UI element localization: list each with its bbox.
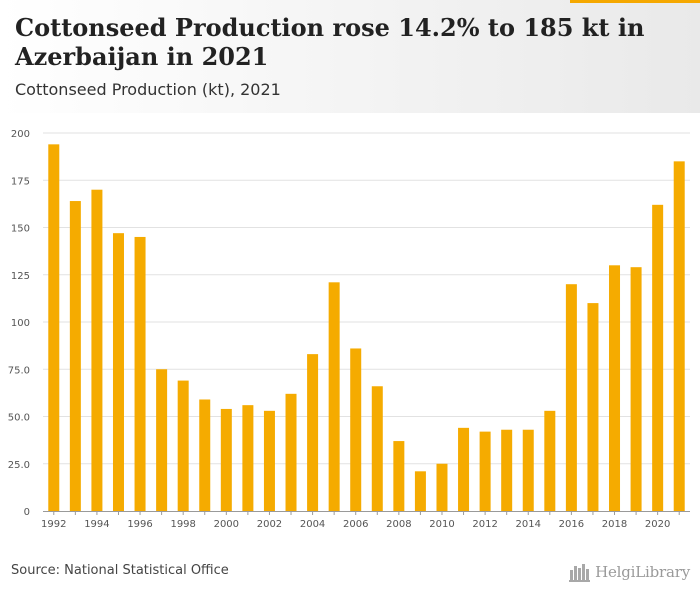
bar-2007 (371, 386, 383, 511)
bar-2004 (307, 354, 319, 511)
x-tick-label: 2020 (645, 519, 670, 530)
bar-2019 (630, 267, 642, 511)
y-tick-label: 100 (11, 318, 30, 329)
bar-2010 (436, 463, 448, 511)
y-tick-label: 75.0 (8, 365, 30, 376)
chart-header: Cottonseed Production rose 14.2% to 185 … (0, 0, 700, 113)
bar-2008 (393, 441, 405, 511)
bar-2005 (328, 282, 340, 511)
x-tick-label: 2000 (214, 519, 239, 530)
bar-2018 (609, 265, 621, 511)
y-tick-label: 175 (11, 176, 30, 187)
source-note: Source: National Statistical Office (11, 563, 229, 578)
bar-2001 (242, 405, 254, 511)
x-tick-label: 2004 (300, 519, 325, 530)
header-accent-bar (570, 0, 700, 3)
x-tick-label: 2010 (429, 519, 454, 530)
x-tick-label: 2018 (602, 519, 627, 530)
x-tick-label: 2002 (257, 519, 282, 530)
bar-2021 (673, 161, 685, 511)
bar-2011 (458, 427, 470, 511)
bar-2009 (414, 471, 426, 511)
bar-1995 (112, 233, 124, 512)
x-tick-label: 2014 (516, 519, 541, 530)
chart-area: 0 25.0 50.0 75.0 100 125 150 175 200 1992 1994 1996… (0, 113, 700, 543)
x-tick-label: 1996 (127, 519, 152, 530)
bar-2012 (479, 431, 491, 511)
helgi-library-logo-icon (569, 564, 591, 582)
brand-logo: HelgiLibrary (569, 560, 690, 584)
bar-1999 (199, 399, 211, 511)
bar-2017 (587, 303, 599, 511)
y-tick-label: 150 (11, 224, 30, 235)
x-tick-label: 2008 (386, 519, 411, 530)
bar-1998 (177, 380, 189, 511)
brand-name: HelgiLibrary (595, 563, 690, 581)
x-tick-label: 1998 (170, 519, 195, 530)
x-tick-label: 2012 (472, 519, 497, 530)
y-tick-label: 25.0 (8, 460, 30, 471)
x-tick-label: 2016 (559, 519, 584, 530)
bar-2006 (350, 348, 362, 511)
x-tick-label: 1994 (84, 519, 109, 530)
bar-2000 (220, 408, 232, 511)
y-tick-label: 50.0 (8, 413, 30, 424)
x-tick-label: 2006 (343, 519, 368, 530)
bar-2003 (285, 393, 297, 511)
bar-chart: 0 25.0 50.0 75.0 100 125 150 175 200 1992 1994 1996… (8, 129, 690, 530)
bar-1992 (48, 144, 60, 511)
bar-2016 (565, 284, 577, 511)
bar-1997 (156, 369, 168, 511)
bar-2002 (263, 410, 275, 511)
bar-2015 (544, 410, 556, 511)
bar-2020 (652, 204, 664, 511)
chart-subtitle: Cottonseed Production (kt), 2021 (15, 80, 281, 99)
bar-1996 (134, 236, 146, 511)
y-tick-label: 125 (11, 271, 30, 282)
chart-title: Cottonseed Production rose 14.2% to 185 … (15, 13, 645, 71)
bar-1994 (91, 189, 103, 511)
y-tick-label: 0 (24, 507, 30, 518)
bar-2014 (522, 429, 534, 511)
bar-2013 (501, 429, 513, 511)
bar-1993 (69, 201, 81, 511)
y-tick-label: 200 (11, 129, 30, 140)
x-tick-label: 1992 (41, 519, 66, 530)
